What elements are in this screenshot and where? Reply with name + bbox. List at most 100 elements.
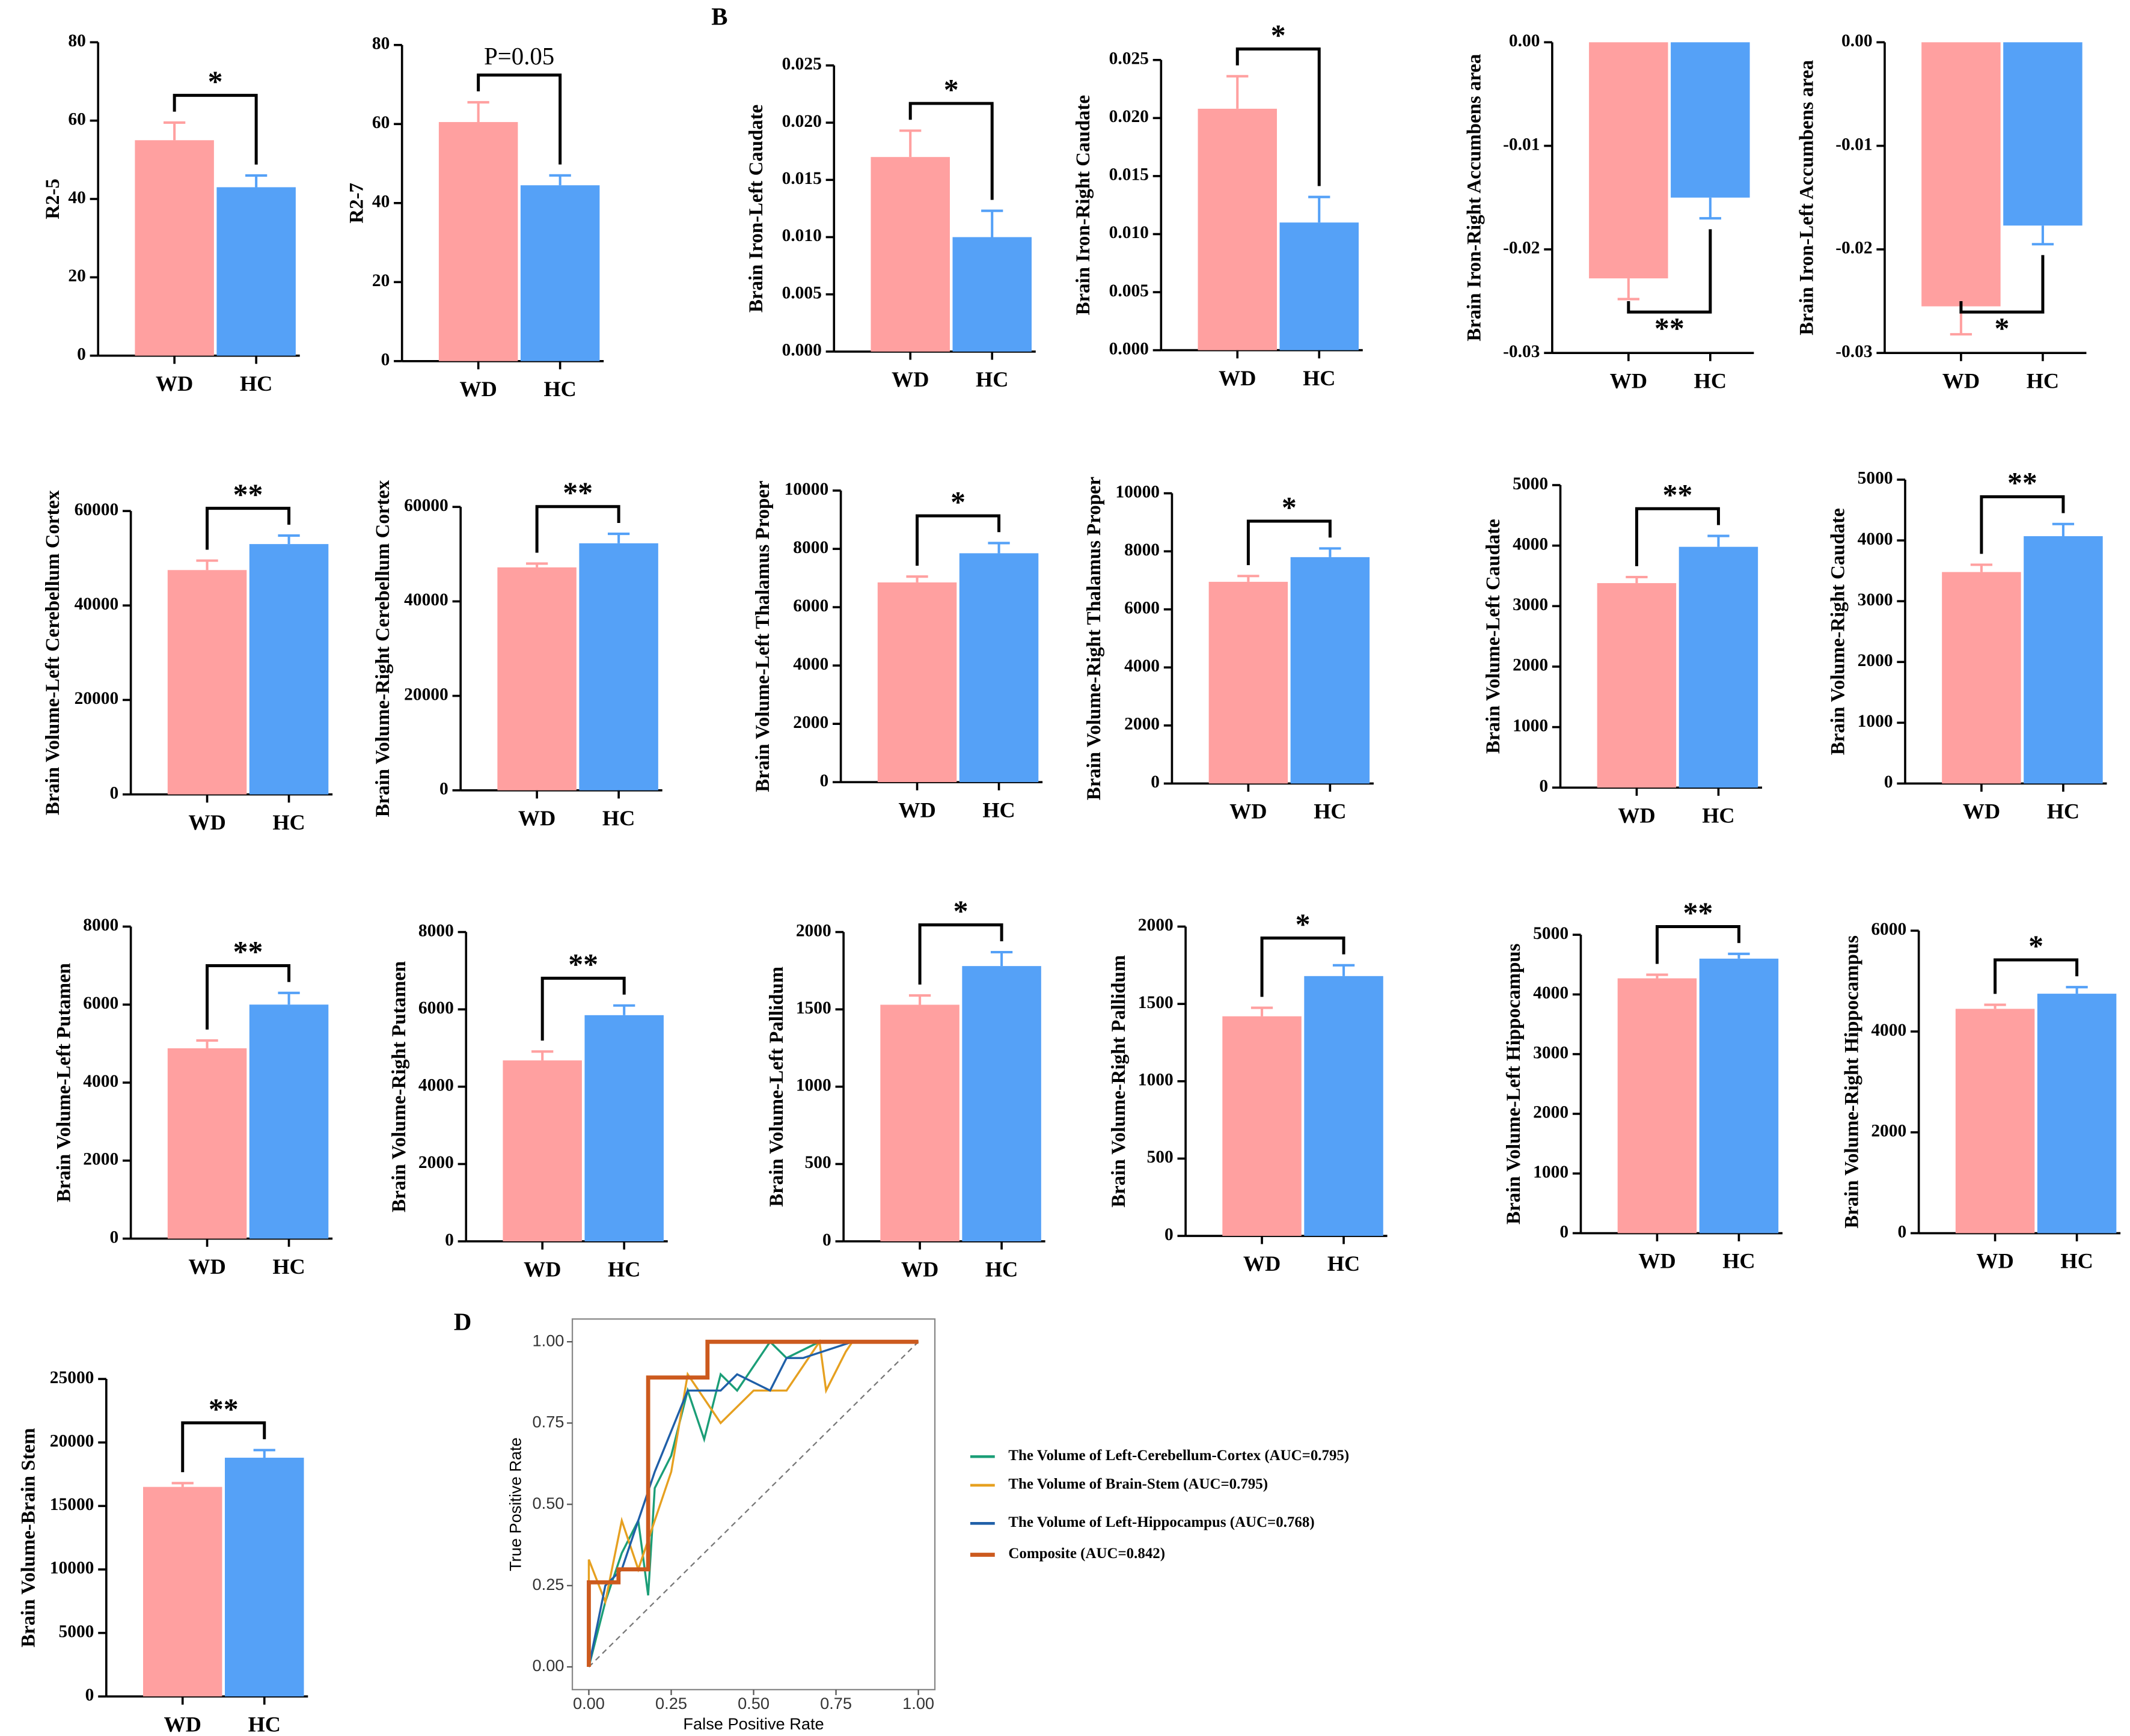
x-tick-label: WD [1610,368,1647,393]
bar [1671,42,1750,198]
y-tick-label: 8000 [418,921,454,940]
error-bar [278,534,300,545]
y-tick-label: 60000 [404,496,448,515]
y-tick-label: 500 [1147,1148,1174,1167]
error-bar [2052,522,2075,536]
y-tick-label: 0 [1539,777,1548,796]
legend-label: Composite (AUC=0.842) [1008,1545,1165,1562]
y-tick-label: 5000 [1858,469,1893,488]
significance-bracket [1994,958,2079,994]
significance-label: * [1282,491,1297,524]
error-bar [1319,547,1341,557]
y-tick-label: 1.00 [533,1331,565,1349]
significance-bracket [181,1421,266,1473]
y-tick-label: 0.015 [1109,165,1149,185]
bar [584,1015,664,1242]
y-tick-label: 0.020 [782,112,822,131]
significance-label: * [1296,908,1311,941]
significance-label: * [208,65,223,98]
significance-label: * [1271,19,1286,52]
y-axis-label: Brain Volume-Brain Stem [17,1428,39,1648]
y-tick-label: 6000 [1871,920,1906,939]
bar [1699,958,1779,1233]
y-tick-label: 40000 [75,594,119,614]
y-tick-label: 2000 [1871,1122,1906,1141]
y-tick-label: 0.015 [782,169,822,188]
y-tick-label: -0.02 [1503,239,1540,258]
y-tick-label: 0 [822,1230,831,1250]
y-axis-label: Brain Volume-Right Caudate [1828,508,1849,755]
bar [871,157,950,352]
x-tick-label: WD [1976,1249,2013,1273]
y-tick-label: 4000 [1858,530,1893,549]
significance-label: ** [1654,311,1685,344]
significance-label: * [1994,311,2009,344]
y-tick-label: 60000 [75,500,119,519]
error-bar [1332,964,1355,976]
x-tick-label: HC [602,806,635,830]
significance-label: * [953,894,969,928]
significance-bracket [206,964,291,1030]
y-tick-label: 0 [819,771,828,790]
significance-label: * [944,73,959,106]
significance-bracket [1246,519,1332,566]
significance-label: ** [563,476,593,509]
y-tick-label: 1000 [1858,712,1893,731]
y-tick-label: 25000 [50,1368,94,1387]
significance-label: * [950,485,966,518]
error-bar [1308,195,1330,223]
error-bar [899,129,922,157]
x-tick-label: WD [524,1257,561,1281]
error-bar [1707,534,1730,547]
y-tick-label: 0.020 [1109,107,1149,126]
y-tick-label: 4000 [793,655,828,674]
x-tick-label: 0.75 [820,1694,852,1713]
significance-bracket [1635,507,1720,566]
y-axis-label: Brain Volume-Left Cerebellum Cortex [42,490,64,815]
y-axis-label: Brain Volume-Left Thalamus Proper [752,481,774,792]
y-tick-label: 0.025 [782,55,822,74]
x-tick-label: HC [2027,368,2059,393]
y-axis-label: Brain Volume-Right Pallidum [1108,955,1130,1208]
y-tick-label: -0.02 [1835,239,1872,258]
y-tick-label: 0 [1151,772,1160,792]
x-tick-label: WD [1963,799,2000,824]
x-tick-label: HC [240,371,272,396]
y-tick-label: 2000 [1533,1103,1568,1122]
bar [438,122,518,361]
y-axis-label: Brain Iron-Right Caudate [1073,95,1094,315]
error-bar [1617,278,1639,301]
error-bar [245,174,268,188]
bar [167,570,247,795]
x-tick-label: 0.50 [738,1694,770,1713]
error-bar [253,1449,275,1458]
bar [1304,976,1383,1236]
significance-bracket [540,976,626,1041]
error-bar [549,174,571,186]
significance-label: * [2028,929,2043,962]
significance-bracket [1959,255,2045,314]
y-tick-label: 0.50 [533,1494,565,1512]
y-tick-label: 4000 [1124,656,1160,676]
error-bar [613,1004,635,1015]
bar [1955,1009,2035,1233]
legend-label: The Volume of Left-Hippocampus (AUC=0.76… [1008,1514,1314,1530]
y-axis-label: Brain Iron-Left Accumbens area [1796,60,1818,335]
x-tick-label: HC [1722,1249,1755,1273]
x-tick-label: WD [901,1257,938,1281]
significance-label: ** [233,935,263,968]
y-axis-label: Brain Volume-Right Putamen [388,961,410,1212]
x-tick-label: WD [518,806,555,830]
y-tick-label: 0.25 [533,1575,565,1594]
x-tick-label: HC [272,1255,305,1279]
y-tick-label: 3000 [1858,590,1893,610]
y-tick-label: 40 [68,188,85,207]
error-bar [525,562,548,567]
y-axis-label: Brain Volume-Left Pallidum [766,967,788,1207]
x-axis-label: False Positive Rate [683,1714,824,1733]
x-tick-label: HC [608,1257,640,1281]
y-tick-label: 40 [372,192,390,212]
bar [1290,557,1370,784]
significance-bracket [206,507,291,550]
y-tick-label: 60 [68,109,85,129]
